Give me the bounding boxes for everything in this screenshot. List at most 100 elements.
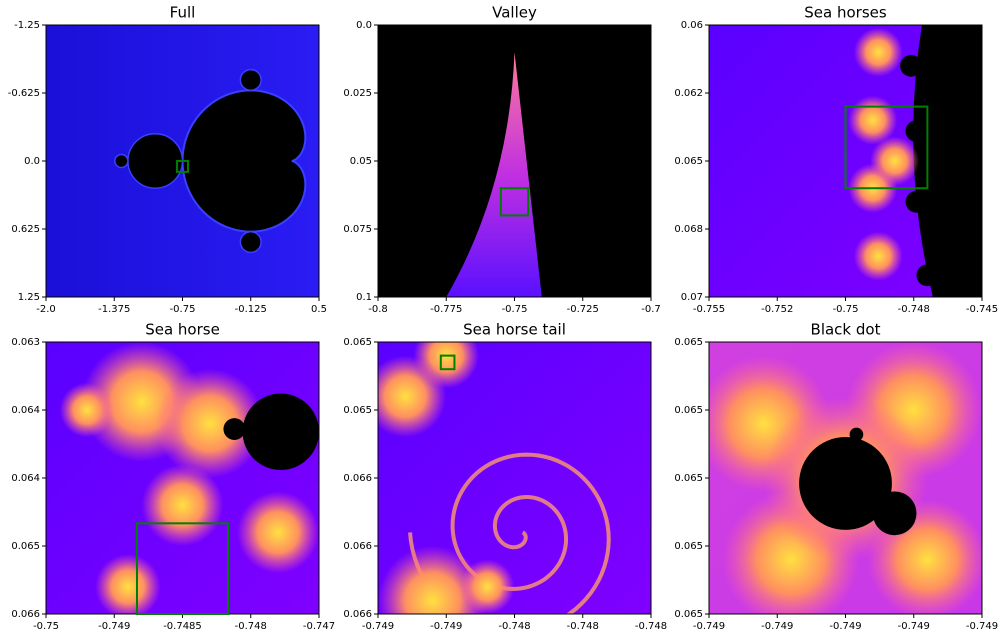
- x-tick-label: -0.75: [170, 304, 196, 315]
- y-tick-label: 0.065: [674, 609, 703, 620]
- x-tick-label: -0.748: [235, 621, 267, 632]
- y-tick-label: 0.065: [343, 337, 372, 348]
- texture: [459, 559, 515, 614]
- y-tick-label: 0.07: [681, 292, 703, 303]
- y-tick-label: 0.06: [681, 20, 703, 31]
- y-tick-label: 0.0: [24, 156, 40, 167]
- zoom-box: [844, 105, 929, 190]
- x-tick-label: -0.745: [966, 304, 998, 315]
- y-tick-label: 0.065: [674, 156, 703, 167]
- y-tick-label: 1.25: [18, 292, 40, 303]
- y-tick-label: 0.064: [11, 405, 40, 416]
- x-tick-label: -0.748: [898, 304, 930, 315]
- y-tick-label: 0.065: [674, 541, 703, 552]
- x-tick-label: -0.749: [761, 621, 793, 632]
- panel-title: Sea horses: [804, 4, 887, 22]
- y-tick-label: -0.625: [8, 88, 40, 99]
- x-tick-label: -0.7: [641, 304, 661, 315]
- zoom-box: [499, 187, 530, 217]
- y-tick-label: 0.065: [674, 337, 703, 348]
- panel-title: Black dot: [811, 321, 881, 339]
- texture: [446, 52, 542, 297]
- x-tick-label: -0.775: [430, 304, 462, 315]
- y-tick-label: 0.066: [343, 473, 372, 484]
- texture: [848, 95, 898, 145]
- zoom-box: [136, 522, 229, 615]
- x-tick-label: -0.749: [98, 621, 130, 632]
- y-tick-label: 0.066: [343, 609, 372, 620]
- x-tick-label: -0.749: [966, 621, 998, 632]
- texture: [872, 491, 917, 536]
- y-tick-label: 0.05: [350, 156, 372, 167]
- y-tick-label: -1.25: [14, 20, 40, 31]
- texture: [905, 120, 928, 142]
- y-tick-label: 0.075: [343, 224, 372, 235]
- y-tick-label: 0.065: [11, 541, 40, 552]
- y-tick-label: 0.063: [11, 337, 40, 348]
- texture: [114, 153, 129, 169]
- x-tick-label: -0.749: [430, 621, 462, 632]
- texture: [870, 136, 920, 186]
- image-panel: [378, 25, 651, 297]
- texture: [853, 231, 903, 281]
- y-tick-label: 0.066: [343, 541, 372, 552]
- x-tick-label: -0.75: [833, 304, 859, 315]
- x-tick-label: -0.125: [235, 304, 267, 315]
- panel-title: Valley: [492, 4, 537, 22]
- y-tick-label: 0.025: [343, 88, 372, 99]
- texture: [141, 464, 224, 547]
- texture: [237, 491, 319, 574]
- image-panel: [709, 342, 982, 614]
- x-tick-label: -2.0: [36, 304, 56, 315]
- texture: [378, 545, 488, 614]
- image-panel: [378, 342, 651, 614]
- x-tick-label: -0.749: [693, 621, 725, 632]
- image-panel: [46, 342, 319, 614]
- texture: [905, 190, 928, 213]
- texture: [799, 437, 892, 530]
- x-tick-label: -0.75: [33, 621, 59, 632]
- x-tick-label: -0.749: [829, 621, 861, 632]
- panel-title: Sea horse: [145, 321, 220, 339]
- texture: [181, 89, 307, 233]
- texture: [59, 382, 115, 438]
- texture: [853, 27, 903, 77]
- x-tick-label: -0.7485: [163, 621, 202, 632]
- x-tick-label: -0.75: [502, 304, 528, 315]
- texture: [413, 342, 480, 389]
- texture: [916, 264, 939, 287]
- x-tick-label: -0.725: [567, 304, 599, 315]
- zoom-box: [439, 354, 456, 371]
- x-tick-label: -0.748: [498, 621, 530, 632]
- x-tick-label: -0.749: [898, 621, 930, 632]
- x-tick-label: -0.755: [693, 304, 725, 315]
- y-tick-label: 0.1: [356, 292, 372, 303]
- texture: [155, 369, 265, 479]
- texture: [239, 68, 262, 92]
- zoom-box: [176, 160, 189, 173]
- texture: [242, 393, 319, 470]
- texture: [127, 133, 184, 189]
- x-tick-label: 0.5: [311, 304, 327, 315]
- x-tick-label: -0.747: [303, 621, 335, 632]
- x-tick-label: -0.749: [362, 621, 394, 632]
- y-tick-label: 0.066: [11, 609, 40, 620]
- x-tick-label: -0.752: [761, 304, 793, 315]
- y-tick-label: 0.065: [674, 473, 703, 484]
- x-tick-label: -0.8: [368, 304, 388, 315]
- y-tick-label: 0.0: [356, 20, 372, 31]
- panel-title: Full: [170, 4, 196, 22]
- y-tick-label: 0.065: [674, 405, 703, 416]
- x-tick-label: -0.748: [635, 621, 667, 632]
- x-tick-label: -1.375: [98, 304, 130, 315]
- x-tick-label: -0.748: [567, 621, 599, 632]
- texture: [95, 554, 161, 614]
- texture: [408, 452, 611, 614]
- panel-title: Sea horse tail: [463, 321, 566, 339]
- y-tick-label: 0.625: [11, 224, 40, 235]
- y-tick-label: 0.065: [343, 405, 372, 416]
- texture: [223, 418, 246, 440]
- y-tick-label: 0.068: [674, 224, 703, 235]
- texture: [239, 230, 262, 254]
